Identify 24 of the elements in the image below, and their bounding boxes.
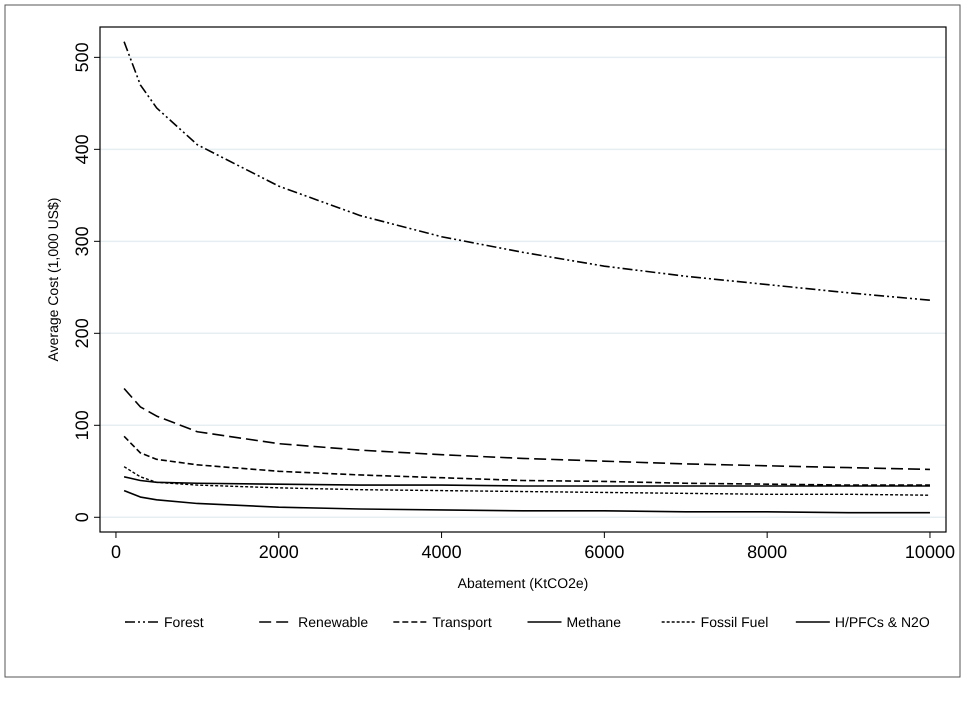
legend-label: H/PFCs & N2O: [834, 614, 930, 630]
x-tick-label: 4000: [422, 542, 462, 562]
y-tick-label: 0: [72, 512, 92, 522]
y-tick-label: 100: [72, 410, 92, 440]
line-series: [123, 40, 931, 301]
x-tick-label: 6000: [584, 542, 624, 562]
x-tick-label: 2000: [258, 542, 299, 562]
y-tick-label: 400: [72, 134, 92, 164]
legend-label: Fossil Fuel: [700, 614, 768, 630]
line-series: [123, 466, 931, 496]
legend-label: Methane: [566, 614, 622, 630]
x-axis-title: Abatement (KtCO2e): [458, 575, 588, 591]
y-tick-label: 300: [72, 226, 92, 256]
legend-label: Forest: [164, 614, 204, 630]
line-series: [123, 490, 931, 514]
legend-label: Renewable: [298, 614, 368, 630]
y-tick-label: 200: [72, 318, 92, 348]
x-tick-label: 0: [110, 542, 121, 562]
line-series: [123, 388, 931, 470]
y-tick-label: 500: [72, 42, 92, 72]
x-tick-label: 8000: [747, 542, 788, 562]
y-axis-title: Average Cost (1,000 US$): [45, 198, 61, 362]
x-tick-label: 10000: [904, 542, 955, 562]
legend-label: Transport: [432, 614, 492, 630]
